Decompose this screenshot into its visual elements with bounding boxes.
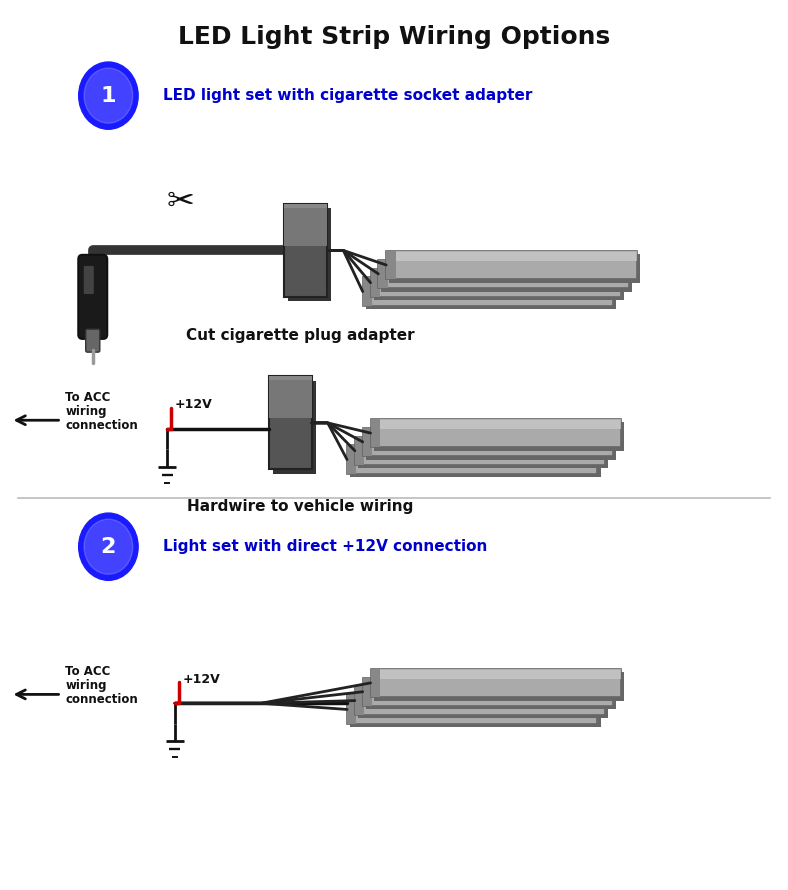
Bar bbox=[355, 437, 605, 465]
Bar bbox=[355, 437, 364, 465]
Text: connection: connection bbox=[65, 418, 138, 432]
Text: wiring: wiring bbox=[65, 679, 107, 692]
Bar bbox=[362, 428, 613, 438]
Bar bbox=[269, 376, 312, 418]
Bar bbox=[355, 686, 364, 715]
Text: To ACC: To ACC bbox=[65, 666, 111, 678]
Text: Hardwire to vehicle wiring: Hardwire to vehicle wiring bbox=[187, 498, 413, 514]
Circle shape bbox=[79, 514, 138, 580]
Bar bbox=[350, 449, 600, 477]
Bar bbox=[386, 251, 637, 279]
Bar bbox=[370, 269, 621, 279]
Bar bbox=[374, 272, 624, 301]
Text: Light set with direct +12V connection: Light set with direct +12V connection bbox=[163, 539, 488, 554]
Bar bbox=[370, 269, 621, 297]
Bar bbox=[355, 437, 605, 447]
Bar bbox=[374, 672, 624, 700]
Bar bbox=[386, 251, 637, 261]
Bar bbox=[362, 278, 613, 305]
Bar bbox=[347, 445, 597, 456]
Bar bbox=[366, 432, 616, 459]
Text: connection: connection bbox=[65, 693, 138, 706]
Bar bbox=[347, 445, 597, 473]
Text: +12V: +12V bbox=[183, 673, 221, 685]
Circle shape bbox=[79, 62, 138, 129]
Bar bbox=[362, 677, 613, 706]
Bar bbox=[370, 269, 380, 297]
Bar bbox=[284, 204, 328, 207]
Bar bbox=[370, 668, 621, 679]
Bar bbox=[355, 686, 605, 715]
Bar bbox=[362, 278, 372, 305]
FancyBboxPatch shape bbox=[84, 266, 94, 294]
Circle shape bbox=[84, 69, 133, 123]
Bar bbox=[370, 668, 380, 697]
Bar bbox=[366, 281, 616, 309]
Text: LED light set with cigarette socket adapter: LED light set with cigarette socket adap… bbox=[163, 88, 533, 103]
Bar bbox=[269, 376, 312, 469]
Bar bbox=[362, 278, 613, 287]
Bar bbox=[284, 204, 328, 246]
Bar bbox=[366, 681, 616, 709]
Bar bbox=[273, 381, 316, 473]
Bar bbox=[362, 677, 613, 687]
Bar bbox=[362, 428, 372, 456]
Bar bbox=[370, 668, 621, 697]
Bar bbox=[378, 260, 629, 270]
Bar bbox=[358, 690, 608, 718]
Bar bbox=[269, 376, 312, 380]
Circle shape bbox=[84, 519, 133, 574]
FancyBboxPatch shape bbox=[86, 329, 100, 352]
Text: wiring: wiring bbox=[65, 405, 107, 417]
Text: To ACC: To ACC bbox=[65, 392, 111, 404]
Text: 1: 1 bbox=[101, 85, 116, 106]
Bar bbox=[284, 204, 328, 297]
Bar bbox=[288, 208, 332, 302]
Bar bbox=[350, 699, 600, 727]
Bar bbox=[374, 423, 624, 450]
Bar bbox=[378, 260, 388, 288]
Bar bbox=[347, 445, 356, 473]
FancyBboxPatch shape bbox=[78, 255, 107, 339]
Bar bbox=[347, 695, 356, 724]
Text: LED Light Strip Wiring Options: LED Light Strip Wiring Options bbox=[178, 25, 610, 49]
Bar bbox=[378, 260, 629, 288]
Bar bbox=[389, 255, 640, 283]
Text: 2: 2 bbox=[101, 537, 116, 557]
Text: +12V: +12V bbox=[175, 399, 213, 411]
Text: Cut cigarette plug adapter: Cut cigarette plug adapter bbox=[186, 328, 414, 343]
Bar bbox=[370, 419, 380, 447]
Text: ✂: ✂ bbox=[167, 185, 195, 218]
Bar bbox=[386, 251, 396, 279]
Bar bbox=[355, 686, 605, 696]
Bar bbox=[347, 695, 597, 705]
Bar bbox=[362, 428, 613, 456]
Bar bbox=[347, 695, 597, 724]
Bar bbox=[358, 441, 608, 468]
Bar bbox=[381, 263, 632, 292]
Bar bbox=[370, 419, 621, 429]
Bar bbox=[370, 419, 621, 447]
Bar bbox=[362, 677, 372, 706]
